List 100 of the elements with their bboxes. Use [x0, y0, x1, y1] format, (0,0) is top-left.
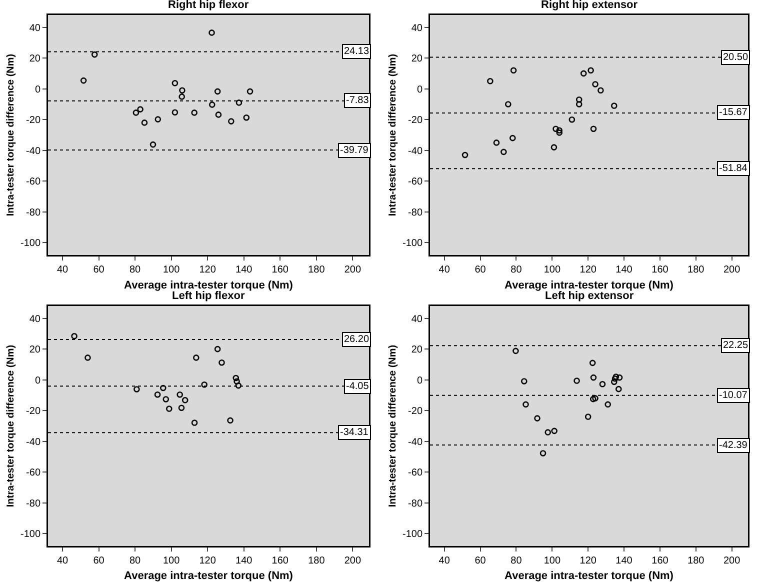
- x-axis-title: Average intra-tester torque (Nm): [504, 279, 674, 292]
- y-tick-label: 40: [29, 314, 41, 325]
- point: [590, 126, 597, 132]
- y-tick-label: -20: [26, 115, 41, 126]
- point: [512, 348, 519, 354]
- point: [154, 116, 162, 122]
- x-tick-label: 140: [236, 556, 253, 566]
- y-tick-label: -40: [26, 146, 41, 157]
- x-tick-label: 160: [652, 556, 669, 566]
- x-tick-label: 140: [236, 264, 253, 276]
- ref-line-label: -51.84: [719, 163, 748, 174]
- y-tick-label: -100: [402, 529, 423, 540]
- x-tick-label: 60: [93, 556, 105, 566]
- point: [590, 396, 596, 402]
- y-axis-title: Intra-tester torque difference (Nm): [6, 54, 17, 216]
- point: [552, 126, 559, 132]
- point: [214, 88, 221, 95]
- chart-title: Right hip flexor: [168, 0, 250, 11]
- point: [227, 417, 234, 424]
- point: [599, 381, 606, 388]
- point: [534, 415, 540, 422]
- point: [510, 67, 517, 74]
- chart-title: Left hip extensor: [545, 290, 634, 302]
- x-tick-label: 160: [652, 264, 669, 276]
- point: [611, 102, 618, 109]
- point: [551, 428, 558, 434]
- point: [80, 77, 87, 84]
- point: [580, 70, 587, 77]
- x-tick-label: 120: [199, 556, 216, 566]
- x-tick-label: 200: [723, 264, 741, 276]
- y-tick-label: -80: [408, 207, 423, 218]
- point: [612, 374, 620, 380]
- point: [487, 78, 494, 84]
- point: [540, 450, 546, 456]
- point: [71, 333, 78, 340]
- x-tick-label: 180: [308, 264, 326, 276]
- point: [208, 102, 216, 108]
- y-tick-label: -100: [402, 238, 423, 250]
- ref-line-label: 20.50: [723, 52, 748, 63]
- y-tick-label: -40: [408, 436, 423, 448]
- point: [522, 401, 529, 408]
- point: [568, 116, 576, 123]
- x-tick-label: 60: [474, 264, 486, 276]
- ref-line-label: -7.83: [346, 95, 370, 106]
- y-tick-label: 20: [29, 344, 41, 356]
- chart-title: Left hip flexor: [172, 290, 246, 302]
- y-tick-label: 0: [34, 375, 41, 386]
- point: [166, 406, 172, 412]
- ref-line-label: 24.13: [344, 46, 370, 57]
- point: [214, 346, 221, 352]
- y-tick-label: 0: [416, 375, 423, 386]
- point: [162, 396, 170, 402]
- ref-line-label: -10.07: [719, 390, 748, 401]
- x-tick-label: 40: [56, 264, 69, 276]
- x-tick-label: 60: [474, 556, 486, 566]
- x-axis-title: Average intra-tester torque (Nm): [124, 279, 294, 292]
- point: [611, 378, 618, 385]
- point: [556, 130, 563, 136]
- y-tick-label: -20: [408, 115, 423, 126]
- point: [505, 101, 512, 108]
- y-tick-label: -20: [408, 406, 423, 418]
- point: [509, 134, 516, 142]
- point: [232, 374, 240, 382]
- point: [176, 391, 183, 398]
- y-tick-label: -60: [26, 176, 41, 188]
- point: [604, 401, 612, 408]
- x-tick-label: 200: [344, 264, 362, 276]
- y-tick-label: 0: [34, 84, 41, 96]
- point: [234, 378, 240, 385]
- point: [493, 140, 500, 146]
- point: [137, 106, 144, 112]
- point: [154, 391, 161, 398]
- point: [592, 81, 598, 88]
- point: [576, 96, 582, 103]
- y-tick-label: -40: [26, 436, 41, 448]
- x-tick-label: 80: [510, 556, 522, 566]
- y-axis-title: Intra-tester torque difference (Nm): [388, 344, 399, 508]
- point: [576, 101, 582, 108]
- point: [462, 152, 468, 158]
- point: [215, 112, 222, 118]
- point: [588, 67, 594, 74]
- point: [520, 378, 528, 384]
- ref-line-label: 26.20: [344, 334, 370, 345]
- ref-line-label: -15.67: [719, 107, 748, 118]
- point: [592, 395, 598, 402]
- point: [243, 114, 250, 121]
- x-axis-title: Average intra-tester torque (Nm): [124, 570, 294, 582]
- y-tick-label: 0: [416, 84, 423, 96]
- y-axis-title: Intra-tester torque difference (Nm): [6, 344, 17, 508]
- x-tick-label: 120: [580, 556, 597, 566]
- y-tick-label: 40: [411, 314, 423, 325]
- y-tick-label: -80: [26, 207, 41, 218]
- ref-line-label: 22.25: [723, 340, 748, 351]
- point: [236, 100, 242, 106]
- point: [228, 118, 234, 124]
- point: [235, 382, 242, 389]
- x-tick-label: 80: [510, 264, 522, 276]
- x-tick-label: 160: [272, 556, 289, 566]
- point: [191, 420, 198, 426]
- y-tick-label: -100: [20, 529, 41, 540]
